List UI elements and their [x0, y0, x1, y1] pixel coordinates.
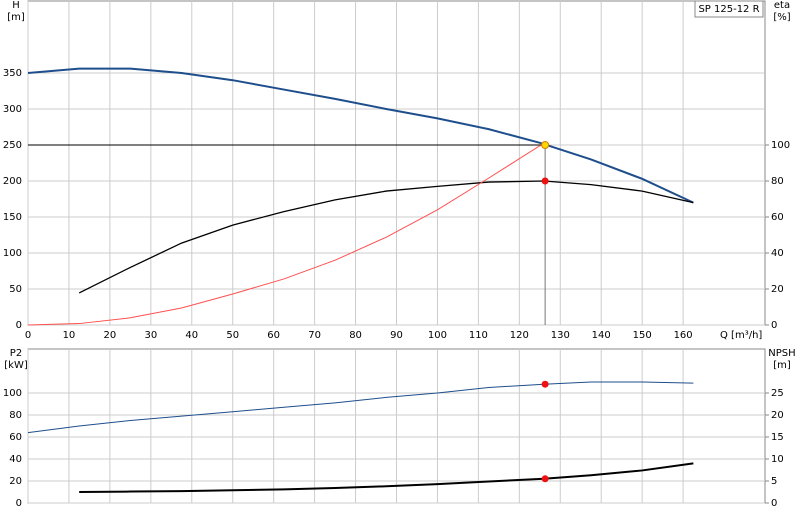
y2-tick-label: 60	[771, 212, 784, 223]
y2-axis-label: NPSH	[768, 348, 795, 359]
y-tick-label: 0	[16, 320, 22, 331]
y-tick-label: 100	[3, 248, 22, 259]
x-tick-label: 130	[551, 330, 570, 341]
y-tick-label: 0	[16, 498, 22, 509]
y2-tick-label: 0	[771, 320, 777, 331]
y-tick-label: 300	[3, 104, 22, 115]
y2-tick-label: 20	[771, 410, 784, 421]
y-tick-label: 40	[9, 454, 22, 465]
y-tick-label: 20	[9, 476, 22, 487]
y2-axis-unit: [%]	[773, 12, 790, 23]
y2-tick-label: 40	[771, 248, 784, 259]
y-tick-label: 80	[9, 410, 22, 421]
operating-point	[541, 380, 549, 388]
y-tick-label: 60	[9, 432, 22, 443]
y2-axis-unit: [m]	[773, 360, 791, 371]
x-tick-label: 150	[633, 330, 652, 341]
x-tick-label: 40	[185, 330, 198, 341]
curve	[27, 381, 694, 434]
x-axis-label: Q [m³/h]	[720, 330, 762, 341]
operating-point	[541, 475, 549, 483]
y2-tick-label: 10	[771, 454, 784, 465]
y2-axis-label: eta	[774, 0, 790, 11]
x-tick-label: 160	[674, 330, 693, 341]
y-tick-label: 200	[3, 176, 22, 187]
curve	[27, 67, 694, 204]
y-axis-unit: [kW]	[4, 360, 28, 371]
y2-tick-label: 20	[771, 284, 784, 295]
y2-tick-label: 25	[771, 388, 784, 399]
x-tick-label: 50	[226, 330, 239, 341]
x-tick-label: 100	[428, 330, 447, 341]
y2-tick-label: 15	[771, 432, 784, 443]
operating-point	[541, 177, 549, 185]
y-axis-label: H	[12, 0, 20, 11]
y2-tick-label: 80	[771, 176, 784, 187]
y2-tick-label: 5	[771, 476, 777, 487]
y-tick-label: 350	[3, 68, 22, 79]
y-tick-label: 250	[3, 140, 22, 151]
x-tick-label: 120	[510, 330, 529, 341]
annotation-box	[694, 0, 764, 18]
x-tick-label: 140	[592, 330, 611, 341]
x-tick-label: 110	[469, 330, 488, 341]
y2-tick-label: 100	[771, 140, 790, 151]
annotation: SP 125-12 R	[698, 4, 759, 15]
x-tick-label: 10	[63, 330, 76, 341]
y-axis-unit: [m]	[7, 12, 25, 23]
y-tick-label: 50	[9, 284, 22, 295]
y-tick-label: 150	[3, 212, 22, 223]
x-tick-label: 60	[267, 330, 280, 341]
x-tick-label: 0	[25, 330, 31, 341]
curve	[79, 462, 694, 493]
y-tick-label: 100	[3, 388, 22, 399]
x-tick-label: 20	[104, 330, 117, 341]
curve	[27, 144, 546, 326]
x-tick-label: 30	[144, 330, 157, 341]
curve	[78, 180, 694, 294]
y-axis-label: P2	[10, 348, 22, 359]
operating-point	[541, 141, 550, 149]
x-tick-label: 90	[390, 330, 403, 341]
x-tick-label: 70	[308, 330, 321, 341]
x-tick-label: 80	[349, 330, 362, 341]
y2-tick-label: 0	[771, 498, 777, 509]
